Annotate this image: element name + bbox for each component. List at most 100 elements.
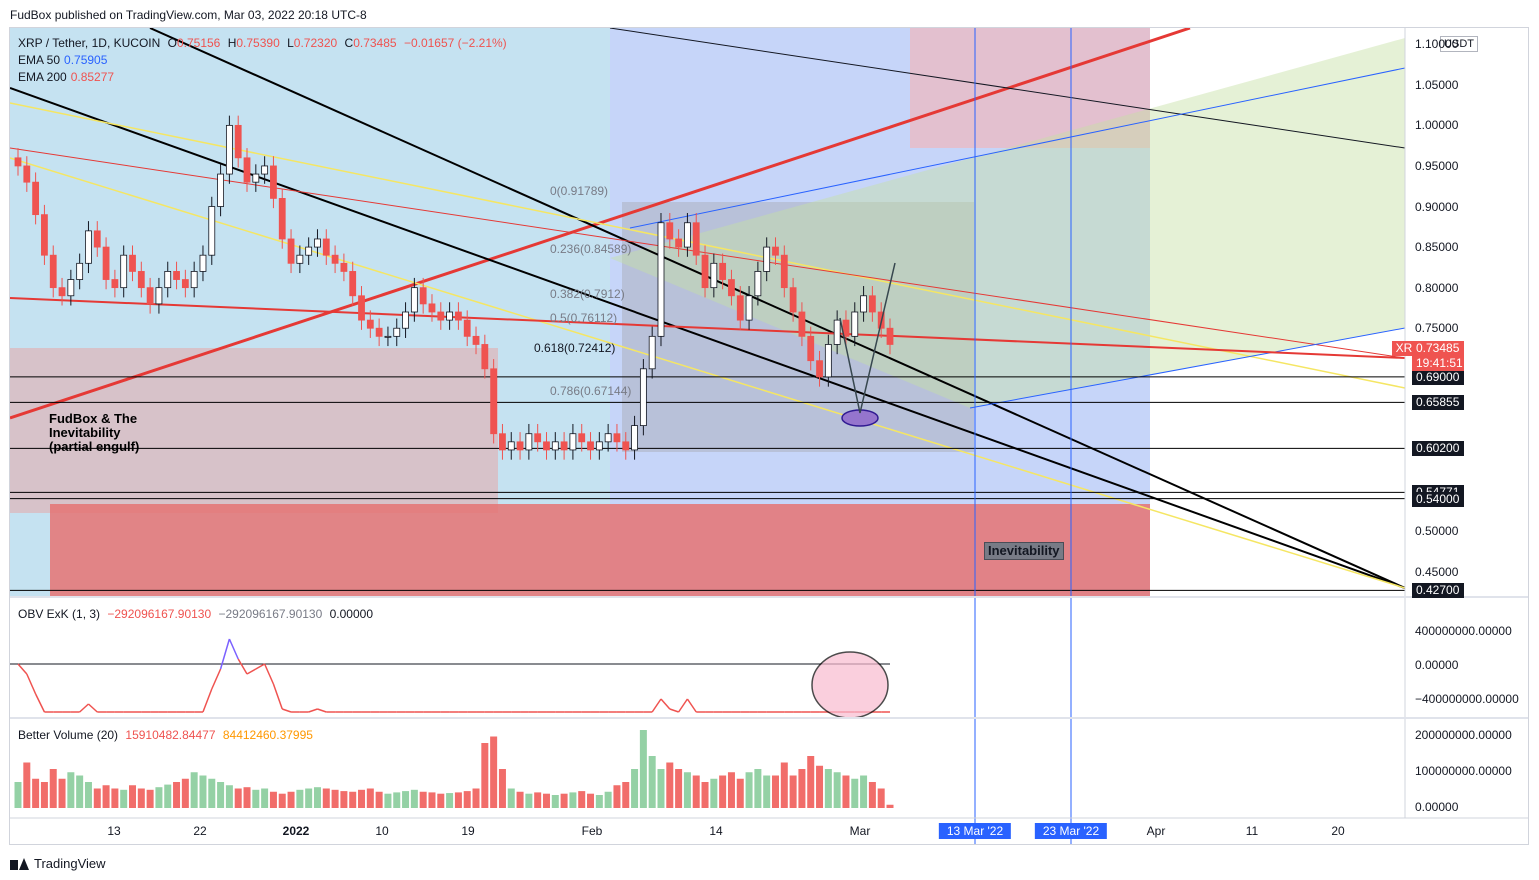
volume-bar: [243, 787, 251, 808]
candle-body: [745, 295, 753, 321]
volume-bar: [296, 789, 304, 808]
volume-bar: [410, 789, 418, 808]
candle-body: [419, 287, 427, 305]
candle-body: [860, 295, 867, 313]
volume-bar: [868, 782, 876, 808]
yellow-line-1: [10, 102, 1405, 389]
volume-bar: [93, 788, 101, 808]
low-value: 0.72320: [293, 36, 338, 50]
candle-body: [578, 433, 586, 443]
obv-segment: [255, 663, 265, 670]
volume-bar: [313, 787, 321, 808]
candle-body: [833, 319, 841, 345]
price-axis-label: 0.75000: [1415, 321, 1459, 336]
obv-axis-label: 400000000.00000: [1415, 624, 1512, 638]
fudbox-line-2: Inevitability: [49, 425, 121, 440]
volume-bar: [498, 769, 506, 808]
volume-legend[interactable]: Better Volume (20) 15910482.84477 844124…: [18, 728, 317, 742]
fudbox-line-3: (partial engulf): [49, 439, 140, 454]
currency-badge[interactable]: USDT: [1440, 36, 1478, 52]
volume-bar: [269, 791, 277, 808]
obv-segment: [87, 703, 98, 713]
volume-bar: [560, 793, 568, 808]
obv-segment: [246, 668, 257, 675]
candle-body: [692, 222, 700, 256]
candle-body: [710, 262, 718, 289]
obv-segment: [237, 658, 248, 675]
candle-body: [32, 181, 40, 216]
candle-body: [622, 441, 630, 451]
volume-bar: [190, 772, 198, 808]
volume-bar: [666, 762, 674, 808]
volume-bar: [481, 743, 489, 808]
candle-body: [772, 246, 779, 256]
volume-bar: [120, 789, 128, 808]
volume-bar: [349, 791, 357, 808]
date-flag[interactable]: 13 Mar '22: [938, 823, 1012, 839]
candle-body: [190, 271, 198, 289]
candle-body: [173, 271, 180, 280]
obv-axis-label: 0.00000: [1415, 658, 1459, 672]
chart-frame[interactable]: XRP / Tether, 1D, KUCOIN O0.75156 H0.753…: [9, 27, 1529, 845]
candle-body: [243, 157, 251, 183]
candle-body: [314, 238, 321, 248]
volume-bar: [375, 791, 383, 808]
volume-bar: [208, 778, 216, 808]
candle-body: [754, 271, 762, 297]
date-flag[interactable]: 23 Mar '22: [1034, 823, 1108, 839]
pane-separator-obv[interactable]: [10, 596, 1528, 598]
open-value: 0.75156: [176, 36, 221, 50]
candle-body: [675, 238, 683, 248]
pane-separator-volume[interactable]: [10, 717, 1528, 719]
volume-bar: [816, 765, 824, 808]
volume-bar: [604, 791, 612, 808]
volume-label: Better Volume (20): [18, 728, 119, 742]
volume-bar: [824, 769, 832, 808]
green-channel: [610, 38, 1405, 408]
symbol-name[interactable]: XRP / Tether, 1D, KUCOIN: [18, 36, 161, 50]
volume-bar: [393, 792, 401, 808]
close-value: 0.73485: [353, 36, 397, 50]
volume-bar: [701, 782, 709, 808]
countdown-tag: 19:41:51: [1412, 356, 1464, 371]
candle-body: [587, 441, 594, 451]
fudbox-annotation[interactable]: FudBox & The Inevitability (partial engu…: [49, 412, 139, 454]
footer-brand[interactable]: TradingView: [10, 856, 106, 871]
volume-bar: [842, 775, 850, 808]
volume-bar: [67, 772, 75, 808]
candle-body: [719, 262, 727, 280]
volume-bar: [322, 788, 330, 808]
candle-body: [234, 124, 242, 159]
candle-body: [736, 295, 744, 321]
volume-bar: [516, 791, 524, 808]
obv-segment: [272, 683, 283, 710]
obv-value-3: 0.00000: [329, 607, 374, 621]
ema50-legend[interactable]: EMA 50 0.75905: [18, 53, 111, 67]
chart-canvas[interactable]: [10, 28, 1529, 845]
obv-segment: [202, 688, 213, 713]
volume-value-1: 15910482.84477: [125, 728, 216, 742]
obv-segment: [228, 638, 239, 660]
candle-body: [824, 344, 832, 378]
volume-bar: [736, 778, 744, 808]
inevitability-label[interactable]: Inevitability: [984, 542, 1064, 560]
open-label: O: [167, 36, 177, 50]
ema200-legend[interactable]: EMA 200 0.85277: [18, 70, 118, 84]
candle-body: [525, 433, 533, 451]
volume-value-2: 84412460.37995: [222, 728, 313, 742]
candle-body: [146, 287, 154, 305]
candle-body: [225, 124, 233, 175]
candle-body: [551, 441, 559, 451]
volume-bar: [340, 791, 348, 808]
volume-bar: [578, 791, 586, 808]
obv-legend[interactable]: OBV ExK (1, 3) −292096167.90130 −2920961…: [18, 607, 377, 621]
candle-body: [181, 279, 189, 289]
candle-body: [322, 238, 330, 256]
volume-bar: [692, 775, 700, 808]
candle-body: [199, 254, 207, 272]
volume-bar: [49, 769, 57, 808]
volume-axis-label: 100000000.00000: [1415, 764, 1512, 778]
candle-body: [120, 254, 128, 289]
obv-segment: [263, 663, 275, 685]
low-label: L: [287, 36, 294, 50]
